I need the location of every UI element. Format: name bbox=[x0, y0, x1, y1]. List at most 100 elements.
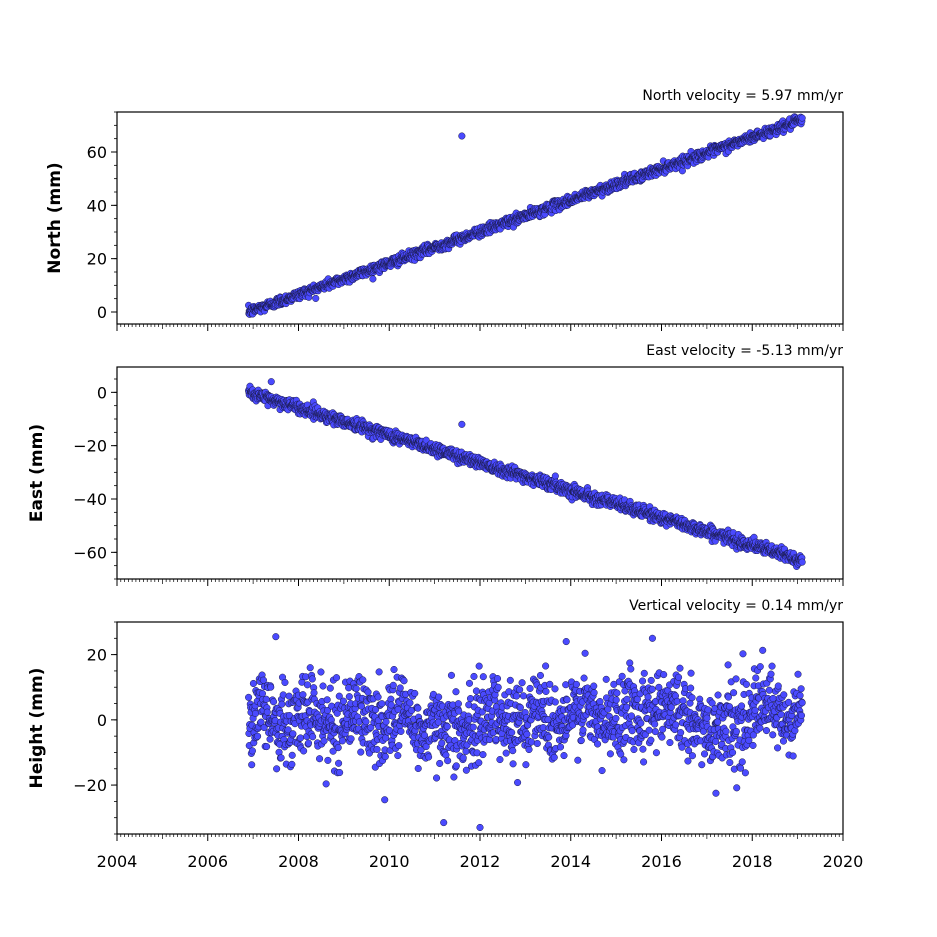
data-point bbox=[345, 693, 353, 701]
data-point bbox=[359, 676, 367, 684]
data-point bbox=[454, 700, 462, 708]
data-points bbox=[245, 113, 806, 318]
x-tick-label: 2014 bbox=[550, 852, 591, 871]
data-point bbox=[542, 687, 550, 696]
data-point bbox=[678, 167, 686, 175]
data-point bbox=[620, 756, 628, 764]
data-point bbox=[465, 679, 474, 687]
data-point bbox=[551, 472, 559, 480]
data-point bbox=[312, 294, 320, 302]
data-point bbox=[338, 737, 346, 745]
data-point bbox=[452, 762, 460, 770]
data-point bbox=[470, 672, 478, 680]
data-point bbox=[516, 686, 524, 694]
data-point bbox=[509, 747, 517, 755]
y-tick-label: −60 bbox=[73, 543, 107, 562]
height-plot-area: 20 0 −20 2004 2006 2008 2010 2012 2014 2016 2018 20… bbox=[73, 621, 863, 871]
data-point bbox=[562, 681, 570, 689]
data-point bbox=[304, 739, 313, 747]
data-point bbox=[466, 695, 475, 703]
data-point bbox=[630, 745, 638, 754]
data-point bbox=[322, 780, 330, 788]
data-point bbox=[373, 745, 381, 753]
data-point bbox=[249, 679, 257, 688]
data-point bbox=[502, 749, 510, 757]
data-point bbox=[390, 665, 398, 674]
east-velocity-title: East velocity = -5.13 mm/yr bbox=[646, 343, 843, 359]
data-point bbox=[479, 751, 487, 759]
data-point bbox=[302, 673, 310, 681]
data-point bbox=[623, 703, 631, 711]
data-point bbox=[590, 689, 598, 697]
data-point bbox=[382, 718, 390, 726]
data-point bbox=[452, 688, 460, 696]
data-point bbox=[263, 743, 271, 751]
north-panel: 0 20 40 60 North velocity = 5.97 mm/yr Nort… bbox=[45, 88, 844, 331]
data-point bbox=[389, 681, 397, 689]
east-panel: 0 −20 −40 −60 East velocity = -5.13 mm/yr E… bbox=[27, 343, 844, 586]
data-point bbox=[523, 730, 531, 738]
data-point bbox=[539, 724, 547, 732]
data-point bbox=[248, 761, 256, 769]
data-point bbox=[579, 726, 587, 734]
data-point bbox=[326, 684, 334, 692]
data-point bbox=[551, 685, 559, 693]
y-tick-label: 60 bbox=[87, 143, 107, 162]
y-tick-label: 40 bbox=[87, 196, 107, 215]
data-point bbox=[462, 747, 470, 755]
data-point bbox=[594, 740, 602, 748]
data-point bbox=[406, 699, 414, 707]
data-point bbox=[266, 735, 274, 743]
data-point bbox=[612, 696, 620, 704]
data-point bbox=[277, 754, 285, 762]
data-point bbox=[444, 757, 452, 765]
data-point bbox=[493, 675, 502, 683]
data-point bbox=[309, 733, 317, 741]
data-point bbox=[590, 682, 598, 690]
data-point bbox=[306, 664, 314, 672]
data-point bbox=[300, 747, 308, 755]
data-point bbox=[357, 748, 365, 756]
data-point bbox=[436, 759, 444, 768]
outlier-point bbox=[458, 420, 466, 428]
data-point bbox=[551, 698, 559, 706]
data-point bbox=[469, 723, 477, 731]
y-tick-label: −40 bbox=[73, 490, 107, 509]
data-point bbox=[627, 665, 635, 673]
data-point bbox=[577, 736, 585, 745]
data-point bbox=[626, 659, 634, 667]
data-point bbox=[310, 689, 318, 697]
data-point bbox=[596, 698, 604, 706]
data-point bbox=[269, 698, 278, 706]
data-point bbox=[411, 689, 419, 697]
x-tick-label: 2008 bbox=[278, 852, 319, 871]
data-point bbox=[308, 675, 316, 683]
data-point bbox=[513, 692, 521, 700]
data-point bbox=[296, 734, 305, 742]
data-point bbox=[352, 685, 360, 693]
data-point bbox=[533, 739, 541, 748]
data-point bbox=[364, 688, 372, 696]
data-point bbox=[542, 662, 550, 670]
data-point bbox=[303, 681, 311, 689]
data-point bbox=[475, 662, 483, 670]
y-tick-label: 0 bbox=[97, 711, 107, 730]
data-point bbox=[394, 752, 402, 760]
data-point bbox=[245, 693, 253, 701]
data-point bbox=[598, 767, 606, 775]
data-point bbox=[459, 754, 467, 762]
east-y-axis-label: East (mm) bbox=[27, 424, 47, 522]
data-point bbox=[536, 671, 544, 680]
x-tick-label: 2010 bbox=[369, 852, 410, 871]
data-point bbox=[472, 687, 480, 695]
data-points bbox=[245, 633, 806, 832]
data-point bbox=[334, 744, 342, 752]
data-point bbox=[317, 668, 325, 676]
data-point bbox=[506, 676, 514, 684]
north-plot-area: 0 20 40 60 bbox=[87, 111, 844, 331]
data-point bbox=[602, 675, 610, 683]
data-point bbox=[518, 679, 526, 687]
data-point bbox=[279, 691, 287, 699]
data-point bbox=[248, 747, 256, 755]
